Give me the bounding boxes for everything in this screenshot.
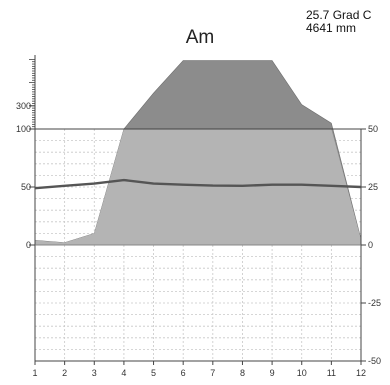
right-tick-label: -25 bbox=[368, 298, 381, 308]
climate-annotations: 25.7 Grad C 4641 mm bbox=[306, 9, 371, 35]
right-tick-label: -50 bbox=[368, 356, 381, 366]
left-tick-label: 0 bbox=[26, 240, 31, 250]
precipitation-area bbox=[35, 129, 361, 245]
x-tick-label: 6 bbox=[181, 368, 186, 378]
right-tick-label: 0 bbox=[368, 240, 373, 250]
left-tick-label: 50 bbox=[21, 182, 31, 192]
x-tick-label: 5 bbox=[151, 368, 156, 378]
x-tick-label: 3 bbox=[92, 368, 97, 378]
right-tick-label: 25 bbox=[368, 182, 378, 192]
x-tick-label: 8 bbox=[240, 368, 245, 378]
right-tick-label: 50 bbox=[368, 124, 378, 134]
left-tick-label: 300 bbox=[16, 101, 31, 111]
x-tick-label: 7 bbox=[210, 368, 215, 378]
x-tick-label: 10 bbox=[297, 368, 307, 378]
x-tick-label: 1 bbox=[32, 368, 37, 378]
left-tick-label: 100 bbox=[16, 124, 31, 134]
x-tick-label: 9 bbox=[270, 368, 275, 378]
x-tick-label: 2 bbox=[62, 368, 67, 378]
temperature-line-layer bbox=[34, 178, 362, 190]
annual-precipitation: 4641 mm bbox=[306, 21, 357, 35]
x-tick-label: 11 bbox=[327, 368, 336, 378]
temperature-line bbox=[34, 178, 362, 190]
x-tick-label: 12 bbox=[356, 368, 366, 378]
chart-title: Am bbox=[185, 27, 215, 48]
annual-temperature: 25.7 Grad C bbox=[306, 8, 372, 22]
x-tick-label: 4 bbox=[121, 368, 126, 378]
precipitation-areas bbox=[34, 60, 362, 246]
